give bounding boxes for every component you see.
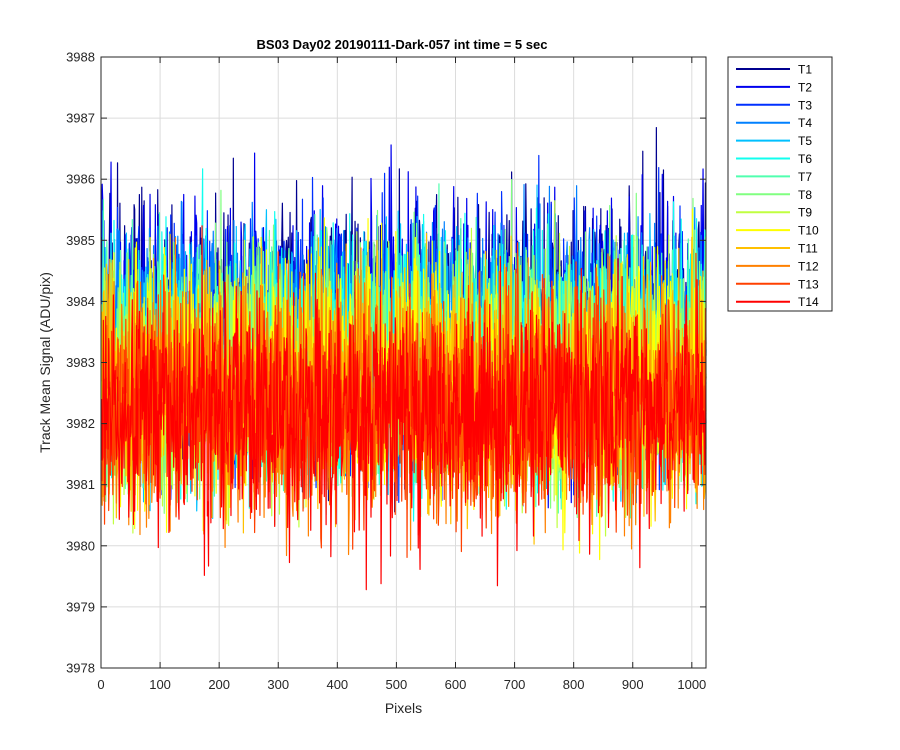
- x-tick-label: 500: [386, 677, 408, 692]
- y-axis-label: Track Mean Signal (ADU/pix): [37, 272, 53, 453]
- legend-label-t7: T7: [798, 170, 812, 184]
- y-tick-label: 3979: [66, 599, 95, 614]
- y-tick-label: 3988: [66, 50, 95, 65]
- y-tick-label: 3987: [66, 111, 95, 126]
- legend-label-t13: T13: [798, 277, 819, 291]
- legend-label-t12: T12: [798, 259, 819, 273]
- x-tick-label: 600: [445, 677, 467, 692]
- y-tick-label: 3986: [66, 172, 95, 187]
- x-tick-label: 100: [149, 677, 171, 692]
- chart-title: BS03 Day02 20190111-Dark-057 int time = …: [257, 37, 548, 52]
- x-tick-label: 700: [504, 677, 526, 692]
- legend-label-t2: T2: [798, 80, 812, 94]
- axis-ticks: 0 100 200 300 400 500 600 700 800 900 1000 3978 3979…: [66, 50, 706, 693]
- legend-label-t14: T14: [798, 295, 819, 309]
- series-lines: [100, 126, 707, 591]
- legend-label-t1: T1: [798, 63, 812, 77]
- x-tick-label: 0: [97, 677, 104, 692]
- legend-label-t9: T9: [798, 206, 812, 220]
- x-tick-label: 800: [563, 677, 585, 692]
- y-tick-label: 3984: [66, 294, 95, 309]
- y-tick-label: 3985: [66, 233, 95, 248]
- series-line-t14: [100, 225, 707, 591]
- y-tick-label: 3980: [66, 538, 95, 553]
- x-tick-label: 300: [267, 677, 289, 692]
- y-tick-label: 3982: [66, 416, 95, 431]
- x-tick-label: 1000: [677, 677, 706, 692]
- y-tick-label: 3981: [66, 477, 95, 492]
- legend-label-t6: T6: [798, 152, 812, 166]
- x-tick-label: 400: [326, 677, 348, 692]
- legend-label-t3: T3: [798, 98, 812, 112]
- legend: T1 T2 T3 T4 T5 T6 T7 T8 T9 T10 T11 T12 T13 T14: [727, 56, 833, 312]
- legend-label-t10: T10: [798, 224, 819, 238]
- x-axis-label: Pixels: [385, 700, 422, 716]
- legend-label-t5: T5: [798, 134, 812, 148]
- x-tick-label: 200: [208, 677, 230, 692]
- y-tick-label: 3983: [66, 355, 95, 370]
- legend-label-t4: T4: [798, 116, 812, 130]
- legend-box: [727, 56, 833, 312]
- x-tick-label: 900: [622, 677, 644, 692]
- legend-label-t11: T11: [798, 242, 818, 256]
- legend-items: T1 T2 T3 T4 T5 T6 T7 T8 T9 T10 T11 T12 T13 T14: [736, 63, 819, 309]
- legend-label-t8: T8: [798, 188, 812, 202]
- y-tick-label: 3978: [66, 661, 95, 676]
